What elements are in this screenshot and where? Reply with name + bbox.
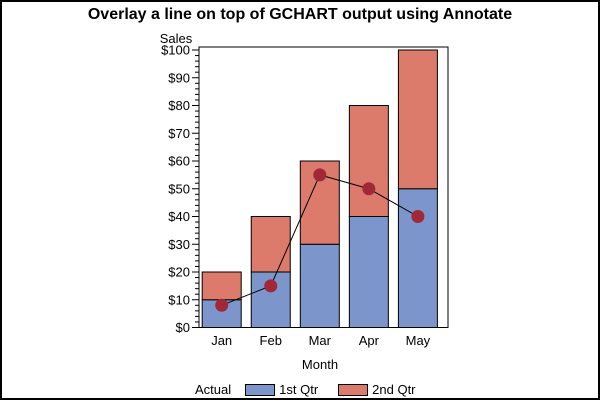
x-tick-label: Jan (211, 333, 232, 348)
legend-title: Actual (195, 382, 232, 397)
y-tick-label: $80 (168, 98, 190, 113)
bar-segment-1st-qtr (397, 188, 438, 328)
line-marker (313, 168, 327, 182)
bar-segment-2nd-qtr (250, 216, 291, 273)
x-tick-label: Apr (359, 333, 380, 348)
x-axis-title: Month (301, 357, 339, 372)
bar-segment-2nd-qtr (201, 271, 242, 301)
y-axis-title: Sales (159, 31, 193, 46)
y-tick-label: $70 (168, 126, 190, 141)
y-tick-label: $10 (168, 292, 190, 307)
legend-swatch-2nd-qtr (338, 383, 369, 396)
y-tick-label: $40 (168, 209, 190, 224)
line-marker (362, 182, 376, 196)
x-tick-label: May (406, 333, 431, 348)
y-tick-label: $90 (168, 70, 190, 85)
y-tick-label: $50 (168, 181, 190, 196)
legend-label-1st-qtr: 1st Qtr (279, 382, 319, 397)
y-tick-label: $30 (168, 237, 190, 252)
x-tick-label: Mar (309, 333, 332, 348)
y-tick-label: $60 (168, 154, 190, 169)
legend: Actual 1st Qtr 2nd Qtr (195, 382, 416, 397)
y-tick-label: $20 (168, 265, 190, 280)
chart-title: Overlay a line on top of GCHART output u… (87, 6, 513, 23)
bar-segment-1st-qtr (348, 216, 389, 328)
legend-label-2nd-qtr: 2nd Qtr (372, 382, 416, 397)
legend-swatch-1st-qtr (245, 383, 276, 396)
y-tick-label: $100 (161, 43, 190, 58)
bar-segment-2nd-qtr (348, 105, 389, 217)
line-marker (215, 298, 229, 312)
y-tick-label: $0 (176, 320, 190, 335)
bar-segment-1st-qtr (299, 243, 340, 328)
bar-segment-2nd-qtr (397, 49, 438, 190)
line-marker (264, 279, 278, 293)
x-tick-label: Feb (260, 333, 282, 348)
line-marker (411, 210, 425, 223)
